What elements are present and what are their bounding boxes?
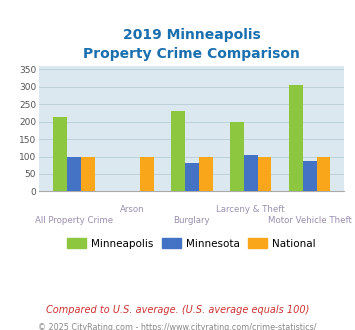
Bar [244,155,258,191]
Text: Compared to U.S. average. (U.S. average equals 100): Compared to U.S. average. (U.S. average … [46,305,309,315]
Text: Motor Vehicle Theft: Motor Vehicle Theft [268,216,351,225]
Bar [258,156,272,191]
Text: Arson: Arson [120,205,145,214]
Bar [53,116,67,191]
Bar [303,161,317,191]
Bar [81,156,94,191]
Bar [171,111,185,191]
Bar [199,156,213,191]
Legend: Minneapolis, Minnesota, National: Minneapolis, Minnesota, National [63,234,320,253]
Text: © 2025 CityRating.com - https://www.cityrating.com/crime-statistics/: © 2025 CityRating.com - https://www.city… [38,323,317,330]
Bar [67,156,81,191]
Text: Burglary: Burglary [173,216,210,225]
Bar [185,163,199,191]
Bar [140,156,153,191]
Bar [317,156,331,191]
Bar [230,122,244,191]
Title: 2019 Minneapolis
Property Crime Comparison: 2019 Minneapolis Property Crime Comparis… [83,28,300,61]
Text: Larceny & Theft: Larceny & Theft [216,205,285,214]
Text: All Property Crime: All Property Crime [35,216,113,225]
Bar [289,85,303,191]
